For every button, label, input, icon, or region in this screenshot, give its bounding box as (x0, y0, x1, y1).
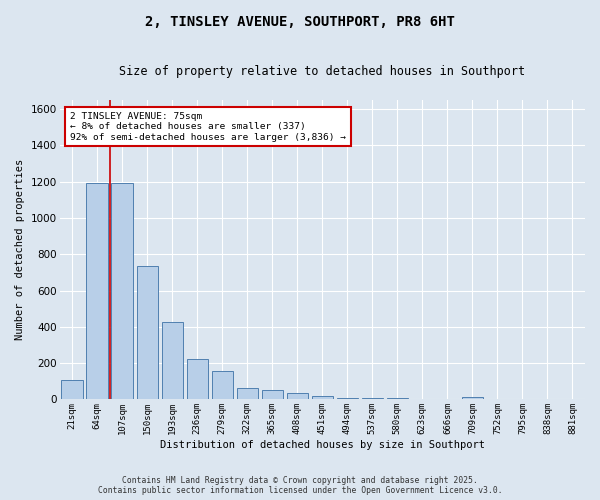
Text: 2, TINSLEY AVENUE, SOUTHPORT, PR8 6HT: 2, TINSLEY AVENUE, SOUTHPORT, PR8 6HT (145, 15, 455, 29)
Bar (187, 360, 208, 400)
Text: 2 TINSLEY AVENUE: 75sqm
← 8% of detached houses are smaller (337)
92% of semi-de: 2 TINSLEY AVENUE: 75sqm ← 8% of detached… (70, 112, 346, 142)
Bar (287, 393, 308, 400)
Y-axis label: Number of detached properties: Number of detached properties (15, 159, 25, 340)
Bar (137, 266, 158, 400)
Bar (337, 398, 358, 400)
Bar (462, 397, 483, 400)
Text: Contains HM Land Registry data © Crown copyright and database right 2025.
Contai: Contains HM Land Registry data © Crown c… (98, 476, 502, 495)
X-axis label: Distribution of detached houses by size in Southport: Distribution of detached houses by size … (160, 440, 485, 450)
Bar (61, 380, 83, 400)
Bar (236, 388, 258, 400)
Bar (86, 183, 108, 400)
Bar (212, 372, 233, 400)
Title: Size of property relative to detached houses in Southport: Size of property relative to detached ho… (119, 65, 526, 78)
Bar (262, 390, 283, 400)
Bar (161, 322, 183, 400)
Bar (311, 396, 333, 400)
Bar (412, 399, 433, 400)
Bar (387, 398, 408, 400)
Bar (112, 183, 133, 400)
Bar (362, 398, 383, 400)
